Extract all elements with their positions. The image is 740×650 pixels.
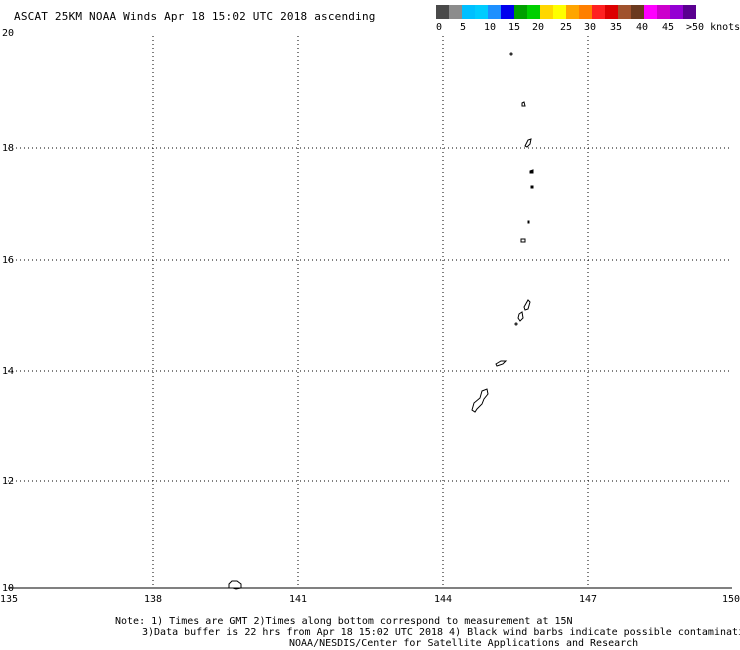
scale-swatch-4 (488, 5, 501, 19)
wind-speed-color-scale (436, 5, 696, 19)
scale-label-15: 15 (508, 22, 521, 33)
scale-swatch-3 (475, 5, 488, 19)
lon-label-144: 144 (434, 594, 452, 605)
note-line-2: 3)Data buffer is 22 hrs from Apr 18 15:0… (142, 627, 740, 638)
scale-swatch-16 (644, 5, 657, 19)
island-south-outline (228, 580, 242, 590)
scale-label-10: 10 (484, 22, 497, 33)
scale-swatch-12 (592, 5, 605, 19)
scale-swatch-1 (449, 5, 462, 19)
map-title: ASCAT 25KM NOAA Winds Apr 18 15:02 UTC 2… (14, 10, 376, 23)
island-tinian (517, 311, 524, 322)
scale-swatch-15 (631, 5, 644, 19)
scale-swatch-5 (501, 5, 514, 19)
note-line-3: NOAA/NESDIS/Center for Satellite Applica… (289, 638, 639, 649)
island-farallon-de-pajaros (509, 52, 513, 56)
lon-label-141: 141 (289, 594, 307, 605)
island-saipan (523, 299, 531, 311)
scale-swatch-7 (527, 5, 540, 19)
island-outlines (228, 52, 534, 590)
lon-label-138: 138 (144, 594, 162, 605)
scale-label-35: 35 (610, 22, 623, 33)
lat-label-16: 16 (2, 255, 14, 266)
lon-label-150: 150 (722, 594, 740, 605)
lat-label-18: 18 (2, 143, 14, 154)
island-maug (521, 101, 526, 107)
lat-label-20: 20 (2, 28, 14, 39)
scale-label-25: 25 (560, 22, 573, 33)
scale-swatch-14 (618, 5, 631, 19)
lon-label-147: 147 (579, 594, 597, 605)
lat-label-12: 12 (2, 476, 14, 487)
island-agrihan (529, 169, 534, 174)
scale-label-30: 30 (584, 22, 597, 33)
scale-swatch-19 (683, 5, 696, 19)
latitude-gridlines (8, 147, 732, 482)
scale-swatch-10 (566, 5, 579, 19)
scale-swatch-9 (553, 5, 566, 19)
island-guam (471, 388, 489, 413)
island-aguijan (514, 322, 518, 326)
lon-label-135: 135 (0, 594, 18, 605)
scale-swatch-11 (579, 5, 592, 19)
longitude-gridlines (152, 36, 589, 588)
scale-swatch-18 (670, 5, 683, 19)
lat-label-10: 10 (2, 583, 14, 594)
island-alamagan (527, 220, 530, 224)
scale-label-40: 40 (636, 22, 649, 33)
scale-swatch-2 (462, 5, 475, 19)
island-asuncion (524, 138, 532, 148)
scale-swatch-6 (514, 5, 527, 19)
note-line-1: Note: 1) Times are GMT 2)Times along bot… (115, 616, 573, 627)
scale-swatch-8 (540, 5, 553, 19)
island-pagan (530, 185, 534, 189)
wind-speed-scale-labels: 0 5 10 15 20 25 30 35 40 45 >50 knots (436, 22, 740, 34)
scale-label-0: 0 (436, 22, 443, 33)
island-rota (495, 360, 508, 367)
scale-label-5: 5 (460, 22, 467, 33)
scale-label-20: 20 (532, 22, 545, 33)
scale-label-max: >50 knots (686, 22, 740, 33)
scale-swatch-13 (605, 5, 618, 19)
lat-label-14: 14 (2, 366, 14, 377)
scale-swatch-17 (657, 5, 670, 19)
scale-swatch-0 (436, 5, 449, 19)
island-guguan (520, 238, 526, 243)
scale-label-45: 45 (662, 22, 675, 33)
